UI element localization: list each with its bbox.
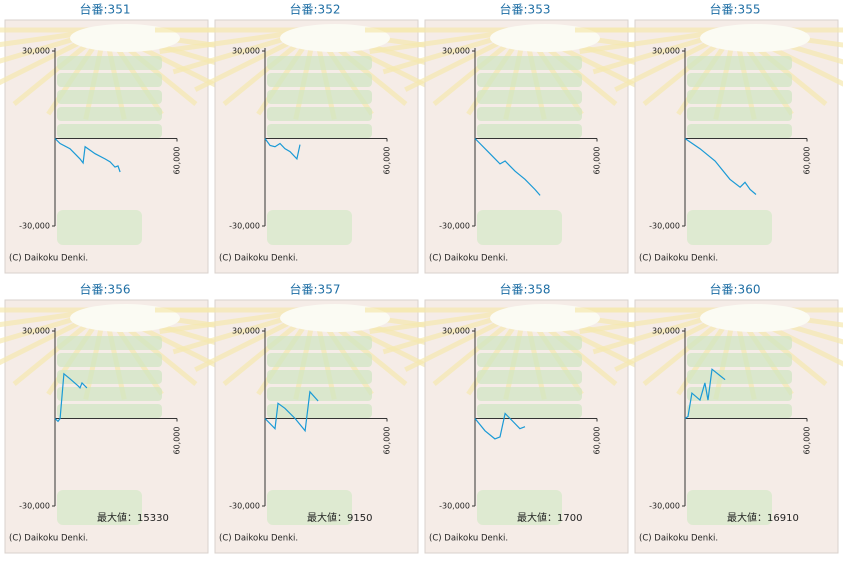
y-tick-label: -30,000: [439, 502, 470, 511]
x-tick-label: 60,000: [593, 147, 602, 175]
x-tick-label: 60,000: [383, 427, 392, 455]
chart-title: 台番:352: [290, 2, 341, 17]
y-tick-label: 30,000: [652, 327, 680, 336]
y-tick-label: -30,000: [229, 222, 260, 231]
copyright: (C) Daikoku Denki.: [219, 534, 298, 544]
x-tick-label: 60,000: [803, 147, 812, 175]
y-tick-label: -30,000: [229, 502, 260, 511]
copyright: (C) Daikoku Denki.: [9, 534, 88, 544]
y-tick-label: -30,000: [19, 222, 50, 231]
y-tick-label: -30,000: [439, 222, 470, 231]
data-line: [684, 138, 757, 195]
data-line: [54, 372, 88, 423]
max-value-label: 最大値：16910: [727, 511, 799, 524]
chart-title: 台番:351: [80, 2, 131, 17]
y-tick-label: 30,000: [232, 47, 260, 56]
y-tick-label: 30,000: [442, 47, 470, 56]
y-tick-label: -30,000: [649, 502, 680, 511]
copyright: (C) Daikoku Denki.: [219, 254, 298, 264]
x-tick-label: 60,000: [173, 427, 182, 455]
x-tick-label: 60,000: [173, 147, 182, 175]
chart-panel: 台番:351 30,000 -30,000 60,000 (C) Daikoku Den…: [0, 2, 265, 274]
chart-panel: 台番:357 30,000 -30,000 60,000 最大値：9150 (C) Dai…: [155, 282, 475, 554]
copyright: (C) Daikoku Denki.: [429, 534, 508, 544]
data-line: [474, 138, 541, 196]
max-value-label: 最大値：1700: [517, 511, 582, 524]
y-tick-label: -30,000: [19, 502, 50, 511]
chart-panel: 台番:360 30,000 -30,000 60,000 最大値：16910 (C) Da…: [575, 282, 843, 554]
chart-title: 台番:355: [710, 2, 761, 17]
y-tick-label: 30,000: [652, 47, 680, 56]
x-tick-label: 60,000: [383, 147, 392, 175]
data-line: [264, 138, 301, 161]
y-tick-label: 30,000: [22, 327, 50, 336]
copyright: (C) Daikoku Denki.: [429, 254, 508, 264]
chart-title: 台番:358: [500, 282, 551, 297]
x-tick-label: 60,000: [803, 427, 812, 455]
copyright: (C) Daikoku Denki.: [639, 254, 718, 264]
chart-panel: 台番:352 30,000 -30,000 60,000 (C) Daikoku Den…: [155, 2, 475, 274]
data-line: [54, 138, 121, 173]
copyright: (C) Daikoku Denki.: [639, 534, 718, 544]
y-tick-label: 30,000: [232, 327, 260, 336]
chart-panel: 台番:355 30,000 -30,000 60,000 (C) Daikoku Den…: [575, 2, 843, 274]
chart-title: 台番:360: [710, 282, 761, 297]
y-tick-label: 30,000: [22, 47, 50, 56]
max-value-label: 最大値：9150: [307, 511, 372, 524]
chart-title: 台番:356: [80, 282, 131, 297]
x-tick-label: 60,000: [593, 427, 602, 455]
max-value-label: 最大値：15330: [97, 511, 169, 524]
y-tick-label: 30,000: [442, 327, 470, 336]
data-line: [684, 368, 726, 419]
chart-title: 台番:353: [500, 2, 551, 17]
copyright: (C) Daikoku Denki.: [9, 254, 88, 264]
data-line: [474, 412, 526, 440]
chart-title: 台番:357: [290, 282, 341, 297]
data-line: [264, 390, 319, 433]
y-tick-label: -30,000: [649, 222, 680, 231]
